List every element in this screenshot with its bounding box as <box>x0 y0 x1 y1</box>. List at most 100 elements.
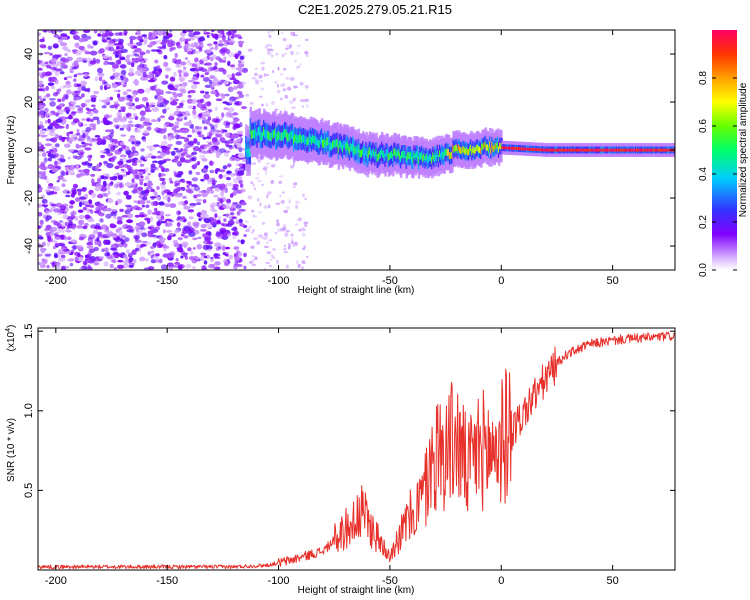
spectrogram-noise-cell <box>68 220 73 226</box>
spectrogram-noise-cell <box>261 236 267 240</box>
spectrogram-noise-cell <box>92 229 99 234</box>
spectrogram-noise-cell <box>133 53 140 57</box>
spectrogram-noise-cell <box>131 184 137 187</box>
spectrogram-noise-cell <box>163 124 167 128</box>
spectrogram-noise-cell <box>133 186 138 191</box>
spectrogram-noise-cell <box>169 203 177 209</box>
spectrogram-noise-cell <box>199 229 207 232</box>
spectrogram-noise-cell <box>182 195 187 199</box>
spectrogram-noise-cell <box>306 255 309 258</box>
spectrogram-noise-cell <box>96 137 102 143</box>
spectrogram-noise-cell <box>169 113 177 117</box>
spectrogram-noise-cell <box>275 202 280 205</box>
spectrogram-noise-cell <box>302 193 305 198</box>
spectrogram-noise-cell <box>202 151 208 154</box>
spectrogram-noise-cell <box>51 63 59 69</box>
spectrogram-noise-cell <box>267 204 271 209</box>
spectrogram-noise-cell <box>127 54 134 57</box>
spectrogram-noise-cell <box>150 49 157 52</box>
spectrogram-noise-cell <box>193 224 199 229</box>
spectrogram-noise-cell <box>192 237 198 241</box>
spectrogram-noise-cell <box>283 67 287 71</box>
spectrogram-noise-cell <box>237 50 242 56</box>
spectrogram-noise-cell <box>217 43 224 47</box>
spectrogram-noise-cell <box>187 209 195 213</box>
spectrogram-noise-cell <box>44 112 50 118</box>
spectrogram-noise-cell <box>147 251 151 256</box>
spectrogram-noise-cell <box>61 183 66 188</box>
spectrogram-noise-cell <box>198 113 203 118</box>
spectrogram-noise-cell <box>64 53 68 56</box>
spectrogram-noise-cell <box>187 47 192 52</box>
spectrogram-noise-cell <box>212 78 220 84</box>
spectrogram-noise-cell <box>276 89 281 94</box>
spectrogram-noise-cell <box>98 206 105 211</box>
spectrogram-noise-cell <box>116 253 122 256</box>
spectrogram-noise-cell <box>225 49 230 55</box>
spectrogram-noise-cell <box>144 155 148 161</box>
spectrogram-noise-cell <box>131 178 135 183</box>
spectrogram-noise-cell <box>96 177 102 184</box>
snr-y-tick-label: 1.0 <box>23 403 35 418</box>
spectrogram-noise-cell <box>153 84 157 89</box>
spectrogram-noise-cell <box>117 93 121 99</box>
spectrogram-noise-cell <box>95 256 99 260</box>
spectrogram-noise-cell <box>141 204 145 208</box>
spectrogram-noise-cell <box>104 235 110 239</box>
spectrogram-noise-cell <box>128 106 133 110</box>
spectrogram-noise-cell <box>186 184 190 189</box>
spectrogram-noise-cell <box>64 221 69 227</box>
spectrogram-noise-cell <box>38 253 43 257</box>
spectrogram-noise-cell <box>137 186 144 191</box>
spectrogram-noise-cell <box>109 263 114 269</box>
spectrogram-noise-cell <box>184 137 190 143</box>
spectrogram-noise-cell <box>208 264 212 268</box>
spectrogram-noise-cell <box>194 162 200 166</box>
spectrogram-noise-cell <box>150 166 157 171</box>
spectrogram-noise-cell <box>52 112 60 116</box>
spectrogram-noise-cell <box>152 229 159 233</box>
spectrogram-noise-cell <box>102 54 109 60</box>
spectrogram-noise-cell <box>236 211 241 216</box>
spectrogram-noise-cell <box>152 70 157 75</box>
spectrogram-noise-cell <box>71 224 76 230</box>
spectrogram-noise-cell <box>76 109 84 114</box>
spectrogram-noise-cell <box>164 214 171 217</box>
spectrogram-noise-cell <box>71 137 77 142</box>
spectrogram-noise-cell <box>191 63 198 68</box>
spectrogram-noise-cell <box>156 186 160 190</box>
spectrogram-noise-cell <box>86 245 94 249</box>
spectrogram-noise-cell <box>90 104 96 108</box>
spectrogram-noise-cell <box>250 209 255 213</box>
spectrogram-noise-cell <box>103 173 110 177</box>
spectrogram-noise-cell <box>141 190 147 195</box>
spectrogram-noise-cell <box>82 168 90 174</box>
spectrogram-noise-cell <box>119 64 127 69</box>
spectrogram-noise-cell <box>145 102 149 107</box>
spectrogram-noise-cell <box>96 203 104 207</box>
snr-x-tick-label: 0 <box>498 575 504 587</box>
spectrogram-noise-cell <box>303 245 306 248</box>
spectrogram-noise-cell <box>65 123 69 130</box>
spectrogram-noise-cell <box>180 234 185 237</box>
spectrogram-noise-cell <box>44 107 49 113</box>
spectrogram-noise-cell <box>96 236 100 242</box>
spectrogram-noise-cell <box>153 191 158 197</box>
spectrogram-noise-cell <box>239 223 245 227</box>
spectrogram-noise-cell <box>161 220 168 224</box>
spectrogram-noise-cell <box>259 202 262 207</box>
spectrogram-noise-cell <box>160 237 166 241</box>
spectrogram-noise-cell <box>167 253 175 259</box>
spectrogram-noise-cell <box>54 153 59 158</box>
spectrogram-noise-cell <box>93 90 100 95</box>
spectrogram-noise-cell <box>218 33 223 39</box>
spectrogram-noise-cell <box>124 263 130 267</box>
spectrogram-noise-cell <box>64 94 69 100</box>
spectrogram-noise-cell <box>87 162 93 169</box>
spectrogram-noise-cell <box>70 240 78 243</box>
spectrogram-noise-cell <box>117 38 121 43</box>
spectrogram-noise-cell <box>133 234 141 240</box>
spectrogram-noise-cell <box>272 256 276 259</box>
spectrogram-noise-cell <box>184 256 189 260</box>
spectrogram-noise-cell <box>82 132 86 138</box>
